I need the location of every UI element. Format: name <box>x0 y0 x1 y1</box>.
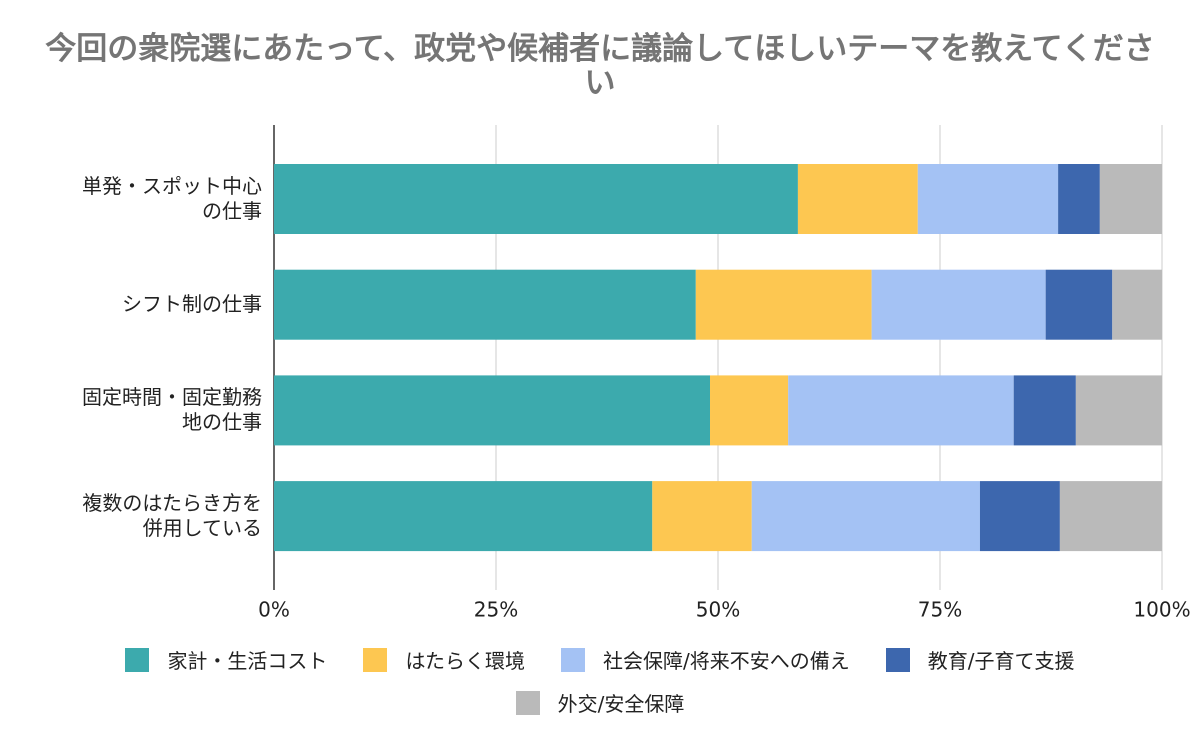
y-tick-label: 複数のはたらき方を併用している <box>82 491 262 541</box>
legend-item: 外交/安全保障 <box>515 688 685 717</box>
y-tick-label: シフト制の仕事 <box>122 292 262 317</box>
y-tick-label: 単発・スポット中心の仕事 <box>82 174 262 223</box>
bar-segment <box>1112 269 1162 340</box>
bar-segment <box>1058 164 1100 234</box>
legend-label: はたらく環境 <box>405 649 526 673</box>
bar-segment <box>695 269 872 340</box>
bar-segment <box>979 481 1060 552</box>
legend-label: 社会保障/将来不安への備え <box>603 649 850 673</box>
bar-segment <box>871 269 1046 340</box>
legend-swatch <box>885 647 910 672</box>
legend-swatch <box>561 647 586 672</box>
x-tick-label: 75% <box>918 598 962 622</box>
bar-segment <box>274 481 653 552</box>
legend: 家計・生活コスト はたらく環境 社会保障/将来不安への備え 教育/子育て支援外交/安全… <box>40 645 1160 717</box>
bar-segment <box>1099 164 1162 234</box>
bar-segment <box>1045 269 1113 340</box>
bar-segment <box>797 164 918 234</box>
x-tick-label: 25% <box>474 598 518 622</box>
y-tick-label: 固定時間・固定勤務地の仕事 <box>82 385 262 435</box>
legend-item: 社会保障/将来不安への備え <box>561 645 850 674</box>
bar-segment <box>274 375 711 446</box>
legend-label: 外交/安全保障 <box>557 692 685 716</box>
bar-segment <box>751 481 980 552</box>
bar-segment <box>652 481 752 552</box>
legend-item: 家計・生活コスト <box>125 645 327 674</box>
legend-swatch <box>363 647 388 672</box>
legend-item: はたらく環境 <box>363 645 525 674</box>
x-tick-label: 50% <box>696 598 740 622</box>
legend-item: 教育/子育て支援 <box>885 645 1075 674</box>
bar-segment <box>274 164 798 234</box>
bar-segment <box>274 269 696 340</box>
legend-label: 教育/子育て支援 <box>927 649 1075 673</box>
bar-segment <box>710 375 789 446</box>
bar-segment <box>788 375 1014 446</box>
chart-title: 今回の衆院選にあたって、政党や候補者に議論してほしいテーマを教えてください <box>45 31 1155 101</box>
bar-segment <box>917 164 1059 234</box>
bar-segment <box>1059 481 1162 552</box>
bar-segment <box>1075 375 1162 446</box>
bar-segment <box>1013 375 1076 446</box>
legend-swatch <box>125 647 150 672</box>
legend-swatch <box>515 690 540 715</box>
legend-label: 家計・生活コスト <box>167 649 328 673</box>
x-tick-label: 100% <box>1133 598 1190 622</box>
x-tick-label: 0% <box>258 598 290 622</box>
